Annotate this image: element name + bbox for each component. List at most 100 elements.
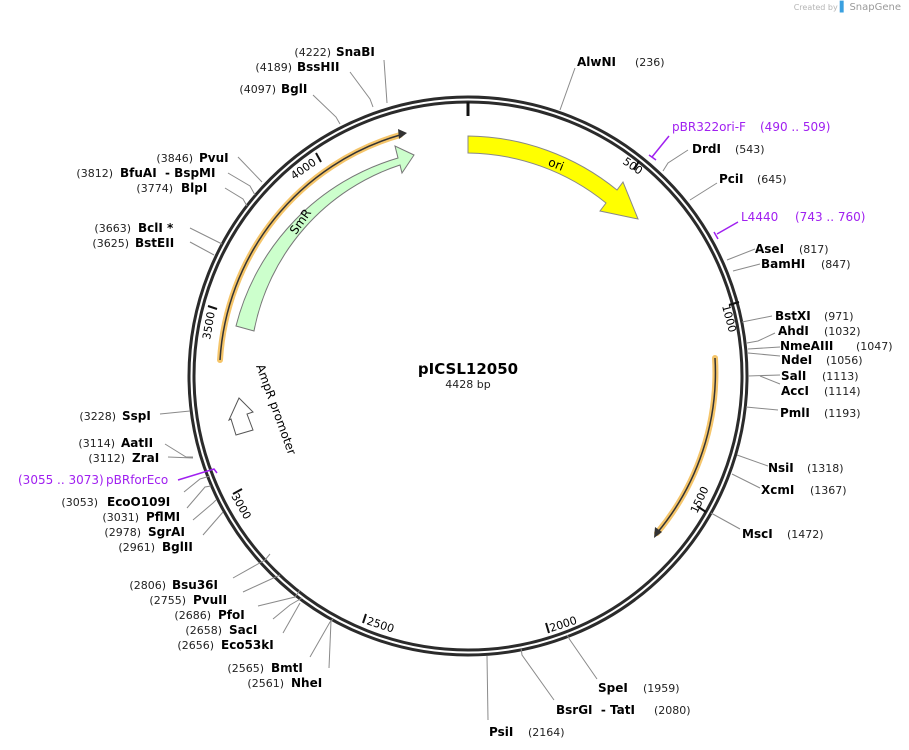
enzyme-site[interactable]: PsiI (2164) xyxy=(489,725,565,739)
enzyme-position: (3228) xyxy=(79,410,116,423)
enzyme-name[interactable]: NmeAIII xyxy=(780,339,833,353)
enzyme-name[interactable]: BamHI xyxy=(761,257,805,271)
enzyme-name[interactable]: SpeI xyxy=(598,681,628,695)
enzyme-site[interactable]: (3031) PflMI xyxy=(102,510,180,524)
plasmid-name: pICSL12050 xyxy=(418,360,518,378)
enzyme-site[interactable]: XcmI (1367) xyxy=(761,483,847,497)
enzyme-position: (2164) xyxy=(528,726,565,739)
enzyme-name[interactable]: BglII xyxy=(162,540,193,554)
enzyme-position: (236) xyxy=(635,56,665,69)
enzyme-name[interactable]: AhdI xyxy=(778,324,809,338)
enzyme-site[interactable]: (2565) BmtI xyxy=(227,661,302,675)
enzyme-name[interactable]: NheI xyxy=(291,676,322,690)
enzyme-site[interactable]: PmlI (1193) xyxy=(780,406,861,420)
enzyme-name[interactable]: SspI xyxy=(122,409,151,423)
enzyme-site[interactable]: SalI (1113) xyxy=(781,369,859,383)
enzyme-name[interactable]: AseI xyxy=(755,242,784,256)
enzyme-site[interactable]: NsiI (1318) xyxy=(768,461,844,475)
enzyme-site[interactable]: (2806) Bsu36I xyxy=(129,578,218,592)
enzyme-site[interactable]: (3625) BstEII xyxy=(92,236,174,250)
enzyme-name[interactable]: SgrAI xyxy=(148,525,185,539)
enzyme-site[interactable]: (3112) ZraI xyxy=(88,451,159,465)
enzyme-site[interactable]: MscI (1472) xyxy=(742,527,824,541)
enzyme-site[interactable]: (3053) EcoO109I xyxy=(61,495,170,509)
enzyme-site[interactable]: (3846) PvuI xyxy=(156,151,228,165)
enzyme-name[interactable]: BmtI xyxy=(271,661,303,675)
enzyme-name[interactable]: BstXI xyxy=(775,309,811,323)
enzyme-name[interactable]: AatII xyxy=(121,436,153,450)
enzyme-name[interactable]: XcmI xyxy=(761,483,794,497)
enzyme-site[interactable]: (3812) BfuAI - BspMI xyxy=(76,166,215,180)
enzyme-site[interactable]: (2978) SgrAI xyxy=(104,525,184,539)
enzyme-name[interactable]: PciI xyxy=(719,172,744,186)
enzyme-site[interactable]: BamHI (847) xyxy=(761,257,851,271)
enzyme-site[interactable]: BsrGI - TatI (2080) xyxy=(556,703,691,717)
enzyme-site[interactable]: (3228) SspI xyxy=(79,409,150,423)
enzyme-site[interactable]: (2961) BglII xyxy=(118,540,192,554)
enzyme-site[interactable]: AccI (1114) xyxy=(781,384,861,398)
enzyme-labels-left[interactable]: (4222) SnaBI (4189) BssHII (4097) BglI (384… xyxy=(61,45,374,690)
enzyme-name[interactable]: PmlI xyxy=(780,406,810,420)
enzyme-site[interactable]: AseI (817) xyxy=(755,242,829,256)
enzyme-position: (3812) xyxy=(76,167,113,180)
enzyme-name[interactable]: BstEII xyxy=(135,236,174,250)
enzyme-site[interactable]: (4222) SnaBI xyxy=(294,45,374,59)
enzyme-site[interactable]: (3774) BlpI xyxy=(136,181,207,195)
enzyme-site[interactable]: BstXI (971) xyxy=(775,309,854,323)
enzyme-name[interactable]: SalI xyxy=(781,369,806,383)
enzyme-name[interactable]: SacI xyxy=(229,623,257,637)
enzyme-name[interactable]: SnaBI xyxy=(336,45,375,59)
enzyme-name[interactable]: BfuAI - BspMI xyxy=(120,166,215,180)
enzyme-name[interactable]: DrdI xyxy=(692,142,721,156)
enzyme-name[interactable]: AlwNI xyxy=(577,55,616,69)
enzyme-name[interactable]: ZraI xyxy=(132,451,159,465)
enzyme-site[interactable]: NdeI (1056) xyxy=(781,353,863,367)
enzyme-site[interactable]: (3114) AatII xyxy=(78,436,153,450)
enzyme-position: (817) xyxy=(799,243,829,256)
primer-pbrforeco[interactable]: pBRforEco xyxy=(106,473,168,487)
enzyme-name[interactable]: BglI xyxy=(281,82,307,96)
enzyme-name[interactable]: EcoO109I xyxy=(107,495,170,509)
enzyme-site[interactable]: PciI (645) xyxy=(719,172,787,186)
enzyme-name[interactable]: Eco53kI xyxy=(221,638,274,652)
enzyme-site[interactable]: (4189) BssHII xyxy=(255,60,339,74)
enzyme-name[interactable]: BlpI xyxy=(181,181,207,195)
enzyme-position: (1193) xyxy=(824,407,861,420)
enzyme-name[interactable]: BsrGI - TatI xyxy=(556,703,635,717)
enzyme-name[interactable]: NsiI xyxy=(768,461,794,475)
enzyme-name[interactable]: PfoI xyxy=(218,608,245,622)
primer-pbr322ori-f[interactable]: pBR322ori-F xyxy=(672,120,746,134)
enzyme-site[interactable]: NmeAIII (1047) xyxy=(780,339,893,353)
orf-arrow-right[interactable] xyxy=(654,355,719,538)
enzyme-position: (2755) xyxy=(149,594,186,607)
enzyme-site[interactable]: AlwNI (236) xyxy=(577,55,665,69)
ampr-promoter-label: AmpR promoter xyxy=(253,362,299,456)
enzyme-name[interactable]: MscI xyxy=(742,527,773,541)
enzyme-site[interactable]: SpeI (1959) xyxy=(598,681,680,695)
enzyme-site[interactable]: (2656) Eco53kI xyxy=(177,638,273,652)
ori-feature[interactable]: ori xyxy=(467,135,639,220)
enzyme-site[interactable]: (4097) BglI xyxy=(239,82,307,96)
enzyme-site[interactable]: DrdI (543) xyxy=(692,142,765,156)
enzyme-name[interactable]: BclI * xyxy=(138,221,174,235)
enzyme-site[interactable]: (2755) PvuII xyxy=(149,593,227,607)
enzyme-site[interactable]: (3663) BclI * xyxy=(94,221,174,235)
enzyme-name[interactable]: PvuI xyxy=(199,151,229,165)
enzyme-position: (1318) xyxy=(807,462,844,475)
enzyme-name[interactable]: PvuII xyxy=(193,593,227,607)
primer-labels[interactable]: pBR322ori-F (490 .. 509) L4440 (743 .. 7… xyxy=(18,120,865,487)
enzyme-name[interactable]: BssHII xyxy=(297,60,339,74)
enzyme-name[interactable]: Bsu36I xyxy=(172,578,218,592)
enzyme-name[interactable]: AccI xyxy=(781,384,809,398)
enzyme-labels-right[interactable]: AlwNI (236) DrdI (543) PciI (645) AseI (817)… xyxy=(489,55,893,739)
enzyme-site[interactable]: (2658) SacI xyxy=(185,623,257,637)
enzyme-site[interactable]: (2686) PfoI xyxy=(174,608,244,622)
smr-orf-arrow[interactable] xyxy=(217,129,407,363)
primer-l4440[interactable]: L4440 xyxy=(741,210,778,224)
ampr-promoter-feature[interactable]: AmpR promoter xyxy=(227,362,299,457)
enzyme-name[interactable]: NdeI xyxy=(781,353,812,367)
enzyme-name[interactable]: PsiI xyxy=(489,725,513,739)
enzyme-site[interactable]: AhdI (1032) xyxy=(778,324,861,338)
enzyme-site[interactable]: (2561) NheI xyxy=(247,676,322,690)
enzyme-name[interactable]: PflMI xyxy=(146,510,180,524)
